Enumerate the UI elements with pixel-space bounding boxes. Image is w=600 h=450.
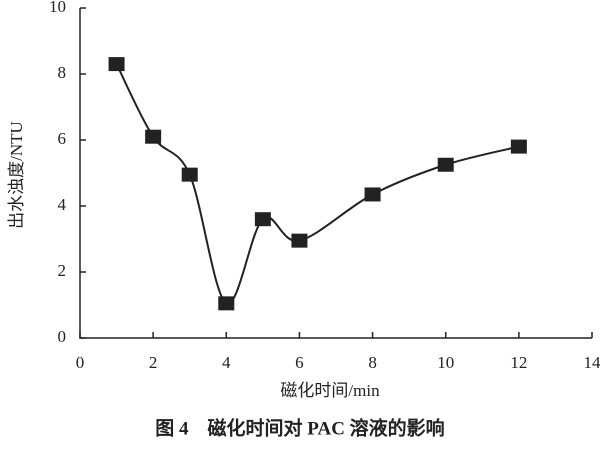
- x-tick-label: 10: [437, 353, 454, 372]
- x-tick-label: 0: [76, 353, 85, 372]
- x-tick-label: 2: [149, 353, 158, 372]
- caption: 图 4 磁化时间对 PAC 溶液的影响: [155, 416, 444, 439]
- marker: [291, 233, 308, 248]
- y-tick-label: 2: [58, 261, 67, 280]
- marker: [145, 129, 162, 144]
- marker: [218, 296, 235, 311]
- y-tick-label: 8: [58, 63, 67, 82]
- y-tick-label: 0: [58, 327, 67, 346]
- y-tick-label: 6: [58, 129, 67, 148]
- x-axis-label: 磁化时间/min: [280, 381, 380, 400]
- x-tick-label: 4: [222, 353, 231, 372]
- marker: [254, 212, 271, 227]
- x-tick-label: 8: [368, 353, 377, 372]
- marker: [181, 167, 198, 182]
- y-tick-label: 4: [58, 195, 67, 214]
- marker: [437, 157, 454, 172]
- x-tick-label: 6: [295, 353, 304, 372]
- axes: [79, 8, 592, 339]
- x-tick-label: 12: [510, 353, 527, 372]
- line: [115, 63, 520, 305]
- y-axis-label: 出水浊度/NTU: [7, 121, 26, 229]
- x-tick-label: 14: [584, 353, 600, 372]
- marker: [510, 139, 527, 154]
- y-tick-label: 10: [49, 0, 66, 16]
- marker: [108, 57, 125, 72]
- marker: [364, 187, 381, 202]
